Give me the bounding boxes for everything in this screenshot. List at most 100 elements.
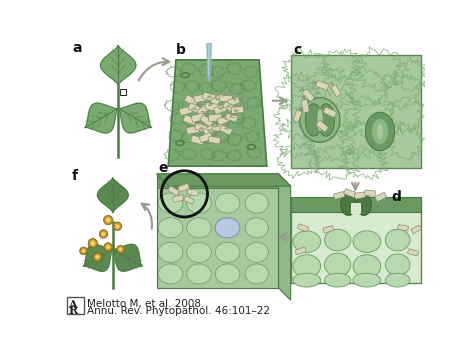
Ellipse shape bbox=[175, 140, 184, 146]
FancyBboxPatch shape bbox=[197, 104, 210, 116]
Polygon shape bbox=[113, 245, 142, 271]
Ellipse shape bbox=[215, 264, 240, 284]
Bar bbox=[292, 200, 421, 283]
Circle shape bbox=[82, 250, 85, 252]
Text: Annu. Rev. Phytopathol. 46:101–22: Annu. Rev. Phytopathol. 46:101–22 bbox=[87, 306, 270, 316]
Ellipse shape bbox=[245, 218, 268, 238]
FancyBboxPatch shape bbox=[214, 104, 228, 114]
Circle shape bbox=[93, 253, 101, 261]
FancyBboxPatch shape bbox=[184, 196, 194, 204]
Circle shape bbox=[107, 246, 109, 248]
FancyBboxPatch shape bbox=[365, 190, 375, 196]
Polygon shape bbox=[97, 178, 128, 212]
Ellipse shape bbox=[215, 218, 240, 238]
Circle shape bbox=[116, 225, 119, 228]
FancyBboxPatch shape bbox=[408, 249, 419, 256]
Ellipse shape bbox=[215, 218, 240, 238]
Ellipse shape bbox=[385, 254, 410, 276]
FancyBboxPatch shape bbox=[316, 81, 329, 90]
FancyBboxPatch shape bbox=[219, 95, 232, 102]
Bar bbox=[292, 54, 421, 169]
Text: e: e bbox=[158, 161, 168, 175]
Circle shape bbox=[96, 256, 99, 258]
Circle shape bbox=[102, 232, 105, 236]
FancyBboxPatch shape bbox=[187, 189, 199, 196]
FancyBboxPatch shape bbox=[344, 189, 356, 197]
Polygon shape bbox=[118, 103, 152, 133]
FancyArrowPatch shape bbox=[139, 58, 169, 81]
FancyBboxPatch shape bbox=[298, 224, 309, 232]
Circle shape bbox=[114, 223, 120, 229]
FancyBboxPatch shape bbox=[398, 224, 409, 231]
Circle shape bbox=[105, 217, 112, 223]
FancyBboxPatch shape bbox=[228, 97, 240, 106]
FancyBboxPatch shape bbox=[375, 193, 386, 202]
FancyBboxPatch shape bbox=[179, 106, 192, 115]
Bar bbox=[292, 197, 421, 212]
Ellipse shape bbox=[215, 242, 240, 262]
FancyBboxPatch shape bbox=[205, 102, 219, 111]
Ellipse shape bbox=[158, 193, 183, 213]
Circle shape bbox=[104, 243, 112, 251]
Polygon shape bbox=[157, 174, 291, 186]
FancyBboxPatch shape bbox=[355, 192, 365, 199]
Ellipse shape bbox=[177, 142, 182, 144]
FancyBboxPatch shape bbox=[411, 225, 421, 233]
Circle shape bbox=[118, 247, 123, 252]
Ellipse shape bbox=[293, 255, 321, 278]
Ellipse shape bbox=[353, 231, 381, 252]
Ellipse shape bbox=[305, 104, 322, 136]
FancyBboxPatch shape bbox=[323, 107, 337, 117]
Ellipse shape bbox=[385, 273, 410, 287]
Circle shape bbox=[103, 216, 113, 225]
FancyBboxPatch shape bbox=[168, 186, 179, 195]
Ellipse shape bbox=[293, 231, 321, 252]
FancyBboxPatch shape bbox=[212, 124, 225, 131]
Bar bbox=[157, 174, 278, 188]
Ellipse shape bbox=[245, 193, 268, 213]
Ellipse shape bbox=[317, 108, 323, 131]
Polygon shape bbox=[278, 174, 291, 300]
Ellipse shape bbox=[325, 229, 351, 251]
Ellipse shape bbox=[249, 146, 254, 148]
Ellipse shape bbox=[245, 242, 268, 262]
Text: d: d bbox=[392, 190, 401, 204]
Ellipse shape bbox=[158, 264, 183, 284]
Ellipse shape bbox=[372, 118, 389, 145]
Polygon shape bbox=[157, 174, 278, 288]
FancyBboxPatch shape bbox=[334, 192, 345, 199]
FancyBboxPatch shape bbox=[184, 95, 198, 106]
Ellipse shape bbox=[325, 253, 351, 276]
FancyBboxPatch shape bbox=[210, 94, 225, 106]
Text: A: A bbox=[68, 299, 77, 310]
Ellipse shape bbox=[158, 218, 183, 238]
Ellipse shape bbox=[187, 218, 211, 238]
FancyBboxPatch shape bbox=[323, 226, 334, 233]
FancyBboxPatch shape bbox=[220, 125, 232, 135]
FancyBboxPatch shape bbox=[293, 110, 302, 122]
Text: R: R bbox=[68, 305, 77, 316]
FancyBboxPatch shape bbox=[209, 136, 220, 144]
Ellipse shape bbox=[353, 255, 381, 278]
FancyBboxPatch shape bbox=[183, 115, 197, 125]
FancyBboxPatch shape bbox=[231, 106, 244, 113]
Ellipse shape bbox=[325, 273, 351, 287]
FancyBboxPatch shape bbox=[223, 102, 235, 112]
Polygon shape bbox=[208, 72, 210, 82]
FancyBboxPatch shape bbox=[202, 92, 216, 102]
Circle shape bbox=[100, 231, 107, 237]
FancyBboxPatch shape bbox=[225, 113, 237, 122]
FancyBboxPatch shape bbox=[186, 126, 200, 134]
Text: a: a bbox=[72, 41, 82, 55]
FancyBboxPatch shape bbox=[200, 115, 213, 127]
Ellipse shape bbox=[182, 74, 188, 77]
FancyBboxPatch shape bbox=[217, 115, 230, 125]
Bar bbox=[352, 203, 361, 214]
Ellipse shape bbox=[385, 229, 410, 251]
Text: c: c bbox=[294, 43, 302, 57]
FancyBboxPatch shape bbox=[195, 123, 208, 133]
Polygon shape bbox=[100, 45, 136, 85]
Ellipse shape bbox=[181, 73, 190, 78]
FancyBboxPatch shape bbox=[191, 135, 204, 145]
Circle shape bbox=[88, 238, 97, 248]
